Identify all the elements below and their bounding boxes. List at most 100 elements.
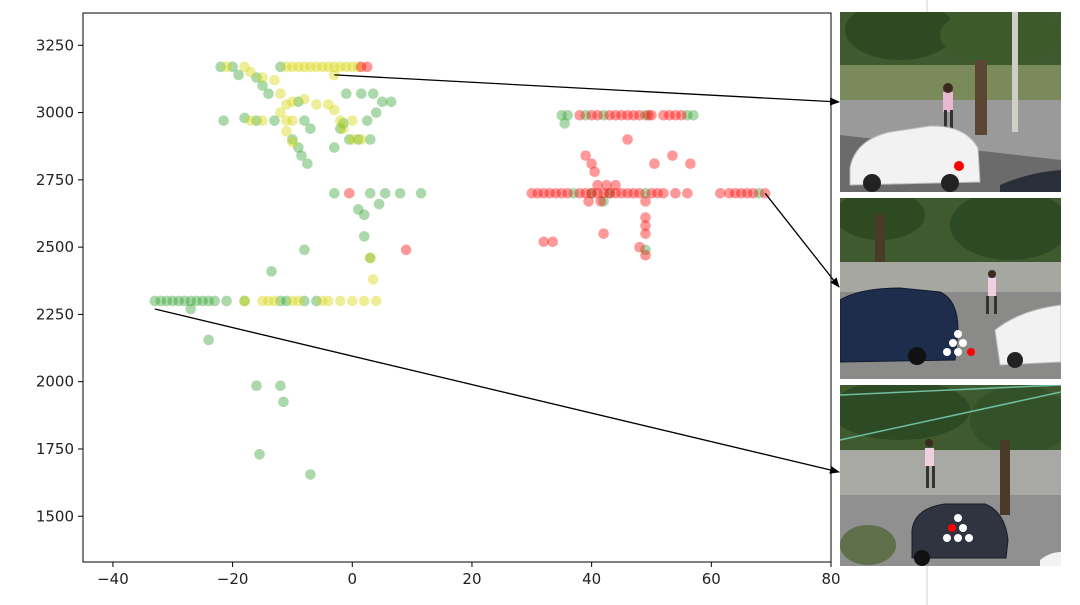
scatter-point [361,115,373,126]
scatter-point [670,109,681,121]
x-tick-label: −20 [217,570,249,588]
scatter-point [352,134,364,145]
scatter-point [714,188,726,199]
scatter-point [203,295,214,307]
scatter-point [338,123,349,135]
scatter-point [191,295,202,307]
thumbnail-gray-car [840,385,1061,566]
scatter-point [239,61,250,73]
scatter-point [640,109,651,121]
scatter-point [592,188,603,199]
scatter-point [538,236,550,248]
scatter-point [281,61,292,73]
scatter-point [161,295,173,307]
scatter-point [239,112,250,124]
scatter-point [155,295,167,307]
annotation-arrow [334,74,840,106]
scatter-point [622,109,633,121]
y-tick-label: 2750 [36,171,74,189]
white-car-shape [849,125,981,186]
scatter-point [667,150,678,161]
y-tick-label: 2000 [36,373,74,391]
scatter-point [340,61,352,73]
scatter-point [586,188,597,199]
scatter-point [574,188,585,199]
scatter-point [149,295,161,307]
scatter-point [299,295,310,307]
scatter-point [221,61,232,73]
scatter-point [628,109,639,121]
scatter-point [550,188,562,199]
scatter-point [634,188,645,199]
scatter-point [604,188,615,199]
scatter-point [329,61,340,73]
thumbnail-white-car [840,12,1061,192]
scatter-point [299,93,310,105]
scatter-point [595,196,606,207]
y-tick-label: 1500 [36,507,74,525]
scatter-point [610,109,621,121]
scatter-point [311,295,322,307]
scatter-point [317,295,328,307]
scatter-point [287,61,298,73]
scatter-point [215,61,226,73]
scatter-point [598,196,609,207]
scatter-point [299,244,310,256]
scatter-point [640,228,651,239]
thumbnail-marker [948,524,956,532]
scatter-point [586,188,597,199]
scatter-point [640,249,651,261]
scatter-point [379,188,391,199]
scatter-point [559,118,571,129]
scatter-point [227,61,238,73]
scatter-point [364,188,376,199]
scatter-point [658,109,669,121]
annotation-arrow [154,308,840,474]
scatter-point [601,179,612,191]
scatter-point [239,295,250,307]
scatter-point [305,469,316,480]
scatter-point [610,188,621,199]
gray-car-shape [911,503,1009,559]
scatter-point [640,212,651,223]
scatter-point [269,115,280,126]
scatter-point [275,88,286,100]
scatter-point [218,115,229,126]
scatter-point [275,295,286,307]
scatter-point [604,109,615,121]
y-tick-label: 1750 [36,440,74,458]
scatter-point [335,61,346,73]
x-tick-label: 80 [821,570,840,588]
scatter-point [335,123,346,135]
scatter-point [682,109,693,121]
scatter-point [293,96,304,108]
scatter-point [664,109,675,121]
scatter-point [685,158,696,170]
scatter-point [287,295,298,307]
scatter-point [400,244,412,256]
x-tick-label: −40 [97,570,129,588]
scatter-point [346,115,358,126]
scatter-point [203,334,214,346]
scatter-point [266,266,277,277]
scatter-point [346,61,358,73]
scatter-point [355,61,367,73]
scatter-point [646,109,657,121]
scatter-point [287,134,298,145]
scatter-point [592,109,603,121]
scatter-point [233,69,244,81]
scatter-point [646,188,657,199]
plot-area-frame [82,12,832,563]
scatter-point [367,88,379,100]
scatter-point [589,166,600,178]
scatter-point [287,115,298,126]
scatter-point [209,295,220,307]
scatter-point [616,188,627,199]
scatter-point [580,109,591,121]
scatter-point [622,188,633,199]
scatter-point [335,295,346,307]
scatter-point [556,109,568,121]
scatter-point [361,61,373,73]
scatter-point [293,142,304,153]
